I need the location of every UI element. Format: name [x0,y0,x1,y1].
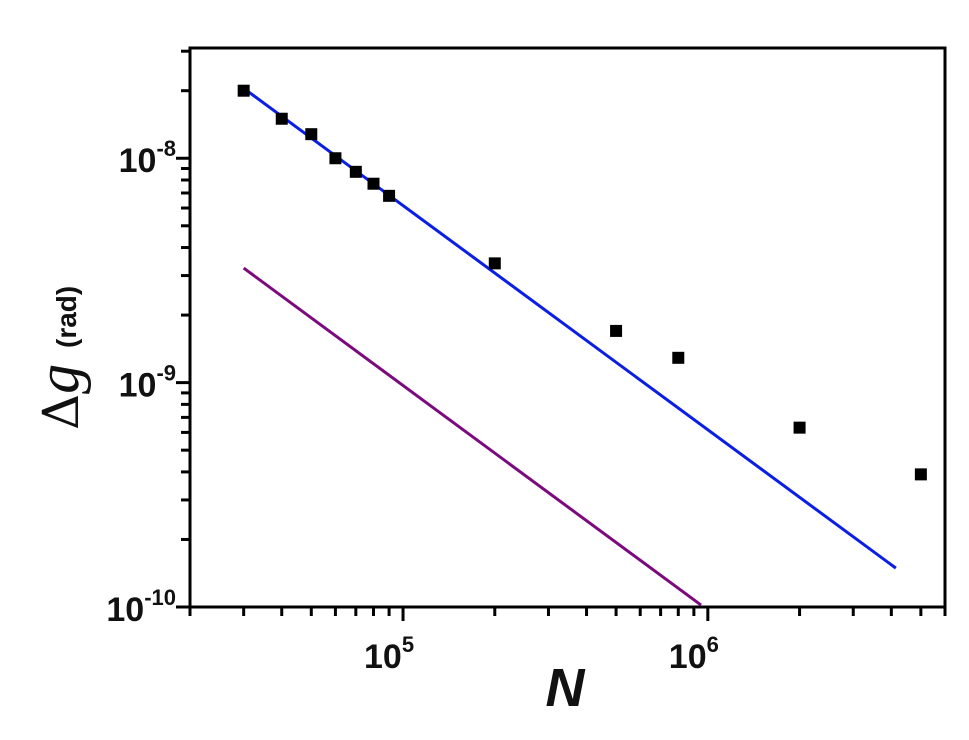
data-point [914,468,927,481]
series-group [237,84,927,607]
bound-line [242,266,702,607]
data-point [305,128,318,141]
y-axis-label: Δg (rad) [25,286,91,430]
fit-line [242,87,897,570]
data-point [672,351,685,364]
y-tick-base: 10 [106,591,144,629]
y-axis-label-symbol: Δg [25,364,91,430]
y-tick-exponent: -10 [144,585,176,610]
x-axis-label: N [546,658,586,718]
y-axis-label-unit: (rad) [51,286,82,348]
data-point [488,257,501,270]
y-tick-label: 10-8 [119,136,176,180]
x-tick-label: 106 [669,632,719,676]
g: g [25,364,91,394]
delta: Δ [32,394,90,430]
y-tick-exponent: -9 [156,361,176,386]
x-tick-base: 10 [669,638,707,676]
data-point [367,177,380,190]
data-point [383,189,396,202]
plot-frame [188,46,947,609]
y-tick-label: 10-9 [119,361,176,405]
y-tick-exponent: -8 [156,136,176,161]
axis-ticks [176,49,947,621]
x-tick-exponent: 5 [402,632,414,657]
data-point [237,84,250,97]
data-point [793,421,806,434]
x-tick-label: 105 [364,632,414,676]
data-point [349,165,362,178]
data-point [329,152,342,165]
x-tick-base: 10 [364,638,402,676]
data-point [275,112,288,125]
y-tick-base: 10 [119,367,157,405]
y-tick-label: 10-10 [106,585,176,629]
data-point [610,324,623,337]
y-tick-base: 10 [119,142,157,180]
x-tick-exponent: 6 [707,632,719,657]
